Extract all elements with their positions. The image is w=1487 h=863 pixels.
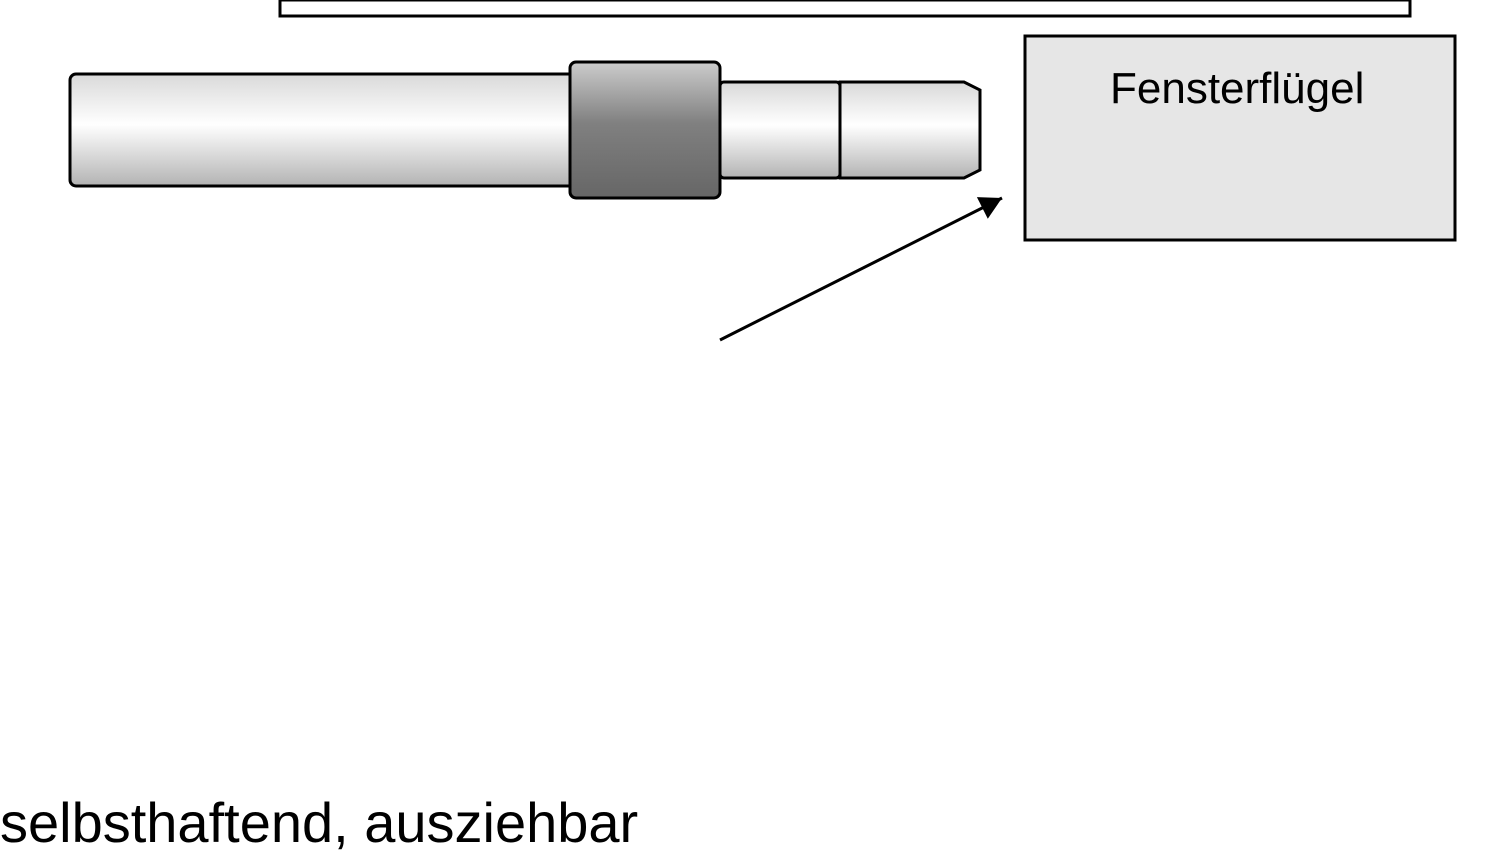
rod-tip	[840, 82, 980, 178]
caption-label: selbsthaftend, ausziehbar	[0, 790, 638, 855]
telescopic-rod-diagram	[0, 0, 1487, 863]
rod-outer-tube	[70, 74, 650, 186]
top-frame-bar	[280, 0, 1410, 16]
pointer-arrow	[720, 197, 1002, 340]
rod-mid-section	[720, 82, 840, 178]
rod-collar	[570, 62, 720, 198]
window-sash-label: Fensterflügel	[1110, 64, 1364, 114]
